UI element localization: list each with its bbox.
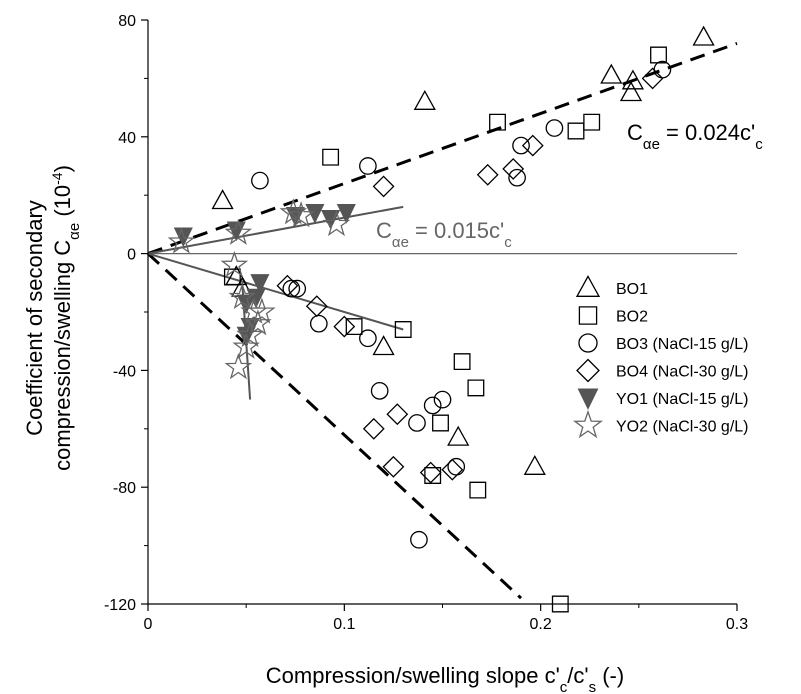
data-point-circle [311,315,327,331]
data-point-triangle [694,27,714,45]
data-point-diamond [421,463,441,483]
data-point-circle [252,172,268,188]
data-point-circle [409,415,425,431]
data-point-circle [546,120,562,136]
data-point-square [323,149,339,165]
data-point-circle [654,61,670,77]
legend-label: YO1 (NaCl-15 g/L) [616,391,749,408]
y-tick-label: -40 [113,363,136,380]
data-point-diamond [478,165,498,185]
data-point-circle [513,137,529,153]
legend-label: BO1 [616,281,648,298]
fit-line-4 [148,254,403,330]
x-tick-label: 0 [144,616,153,633]
fit-label-0024: Cαe = 0.024c'c [627,120,763,153]
data-point-circle [424,397,440,413]
data-point-triangle [448,427,468,445]
data-point-triangle-down [338,205,355,223]
y-axis-title-line2: compression/swelling Cαe (10-4) [49,165,83,471]
data-point-triangle [415,91,435,109]
x-axis-title: Compression/swelling slope c'c/c's (-) [266,663,624,694]
x-tick-label: 0.1 [333,616,355,633]
legend-marker-square [579,307,596,324]
data-point-square [454,354,470,370]
data-point-diamond [387,404,407,424]
y-tick-label: 80 [118,13,136,30]
data-point-square [568,123,584,139]
data-point-triangle-down [306,205,323,223]
x-tick-label: 0.3 [726,616,748,633]
legend-marker-triangle-down [579,389,598,408]
data-point-triangle [213,191,233,209]
legend-label: BO3 (NaCl-15 g/L) [616,336,749,353]
data-point-diamond [334,317,354,337]
x-tick-label: 0.2 [530,616,552,633]
data-point-circle [360,330,376,346]
legend-marker-diamond [577,360,599,382]
data-point-square [651,47,667,63]
data-point-diamond [442,460,462,480]
data-point-triangle [525,456,545,474]
data-point-circle [371,383,387,399]
legend-label: BO4 (NaCl-30 g/L) [616,364,749,381]
y-axis-title: Coefficient of secondary compression/swe… [22,165,83,471]
data-point-square [433,415,449,431]
data-point-square [468,380,484,396]
y-tick-label: -120 [104,597,136,614]
fit-lines-group [148,43,737,598]
data-point-square [470,482,486,498]
axes-group: 0 0.1 0.2 0.3 -120 -80 -40 0 40 80 [104,13,748,633]
data-point-diamond [503,159,523,179]
legend: BO1 BO2 BO3 (NaCl-15 g/L) BO4 (NaCl-30 g/L)… [575,276,749,436]
legend-label: BO2 [616,309,648,326]
data-point-diamond [643,68,663,88]
y-axis-title-line1: Coefficient of secondary [22,200,47,436]
data-point-square [584,114,600,130]
data-point-diamond [364,419,384,439]
data-point-circle [434,391,450,407]
data-point-circle [411,532,427,548]
legend-marker-triangle [577,276,599,296]
data-point-circle [360,158,376,174]
data-point-diamond [374,176,394,196]
data-point-star [223,253,247,276]
y-tick-label: 0 [127,247,136,264]
legend-marker-circle [579,334,597,352]
y-tick-label: 40 [118,130,136,147]
fit-label-0015: Cαe = 0.015c'c [376,218,512,251]
data-point-triangle [601,65,621,83]
fit-line-3 [148,254,521,599]
legend-label: YO2 (NaCl-30 g/L) [616,419,749,436]
legend-marker-star [575,412,601,437]
y-tick-label: -80 [113,480,136,497]
